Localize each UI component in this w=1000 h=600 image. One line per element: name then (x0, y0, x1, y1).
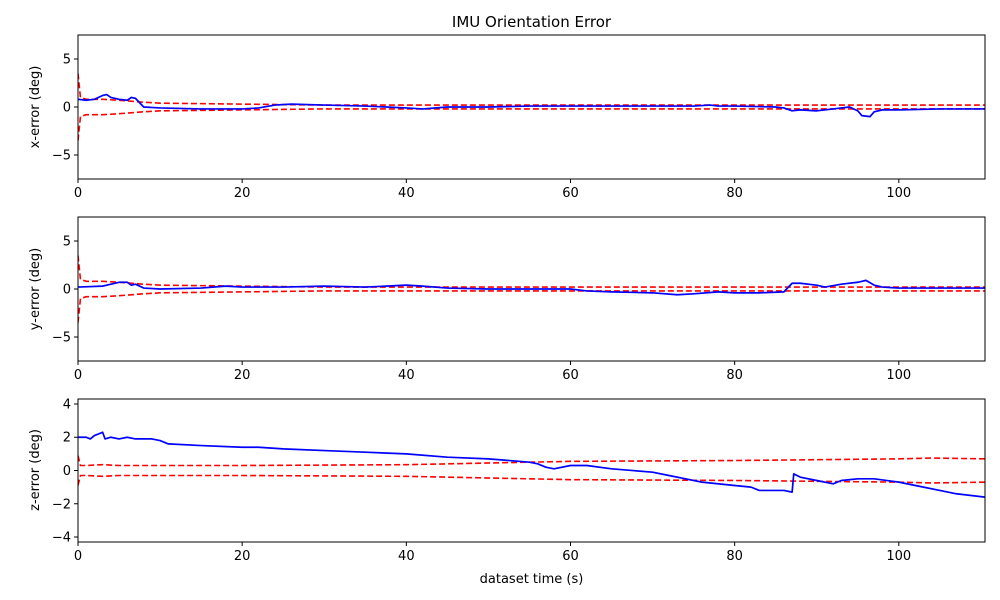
x-error-xtick-label: 40 (398, 186, 415, 201)
z-error-xtick-label: 100 (886, 549, 911, 564)
y-error-xtick-label: 0 (74, 368, 82, 383)
z-error-ytick-label: 0 (63, 464, 71, 479)
z-error-axes-frame (77, 398, 986, 543)
x-error-error-line (78, 93, 985, 118)
x-error-xtick-label: 20 (234, 186, 251, 201)
z-error-panel: z-error (deg) 0 20 40 60 80 100 −4 −2 0 2 4 (28, 397, 986, 564)
y-error-ytick-label: −5 (52, 331, 71, 346)
z-error-xtick-label: 20 (234, 549, 251, 564)
z-error-ytick-label: 2 (63, 431, 71, 446)
z-error-xtick-label: 40 (398, 549, 415, 564)
y-error-xtick-label: 80 (726, 368, 743, 383)
z-error-ytick-label: −4 (52, 531, 71, 546)
y-error-panel: y-error (deg) 0 20 40 60 80 100 −5 0 5 (28, 216, 986, 383)
z-error-lower-bound-line (78, 474, 985, 486)
y-error-lower-bound-line (78, 290, 985, 323)
y-error-ylabel: y-error (deg) (28, 248, 43, 330)
x-axis-label: dataset time (s) (480, 572, 584, 587)
x-error-series-group (78, 73, 985, 141)
y-error-ytick-label: 5 (63, 235, 71, 250)
y-error-series-group (78, 255, 985, 323)
x-error-ylabel: x-error (deg) (28, 66, 43, 149)
z-error-ylabel: z-error (deg) (28, 429, 43, 511)
y-error-upper-bound-line (78, 255, 985, 288)
y-error-xtick-label: 40 (398, 368, 415, 383)
z-error-xtick-label: 80 (726, 549, 743, 564)
z-error-xtick-label: 0 (74, 549, 82, 564)
x-error-upper-bound-line (78, 73, 985, 106)
y-error-error-line (78, 279, 985, 296)
z-error-series-group (78, 431, 985, 498)
x-error-ytick-label: 0 (63, 101, 71, 116)
x-error-ytick-label: −5 (52, 149, 71, 164)
x-error-lower-bound-line (78, 108, 985, 141)
y-error-xtick-label: 20 (234, 368, 251, 383)
x-error-ytick-label: 5 (63, 53, 71, 68)
y-error-ytick-label: 0 (63, 283, 71, 298)
x-error-xtick-label: 60 (562, 186, 579, 201)
y-error-xtick-label: 60 (562, 368, 579, 383)
x-error-panel: x-error (deg) 0 20 40 60 80 100 −5 0 5 (28, 34, 986, 201)
z-error-ytick-label: 4 (63, 397, 71, 412)
chart-title: IMU Orientation Error (452, 13, 612, 31)
y-error-xtick-label: 100 (886, 368, 911, 383)
z-error-xtick-label: 60 (562, 549, 579, 564)
z-error-error-line (78, 431, 985, 498)
x-error-xtick-label: 100 (886, 186, 911, 201)
x-error-xtick-label: 0 (74, 186, 82, 201)
z-error-upper-bound-line (78, 455, 985, 467)
z-error-ytick-label: −2 (52, 497, 71, 512)
x-error-xtick-label: 80 (726, 186, 743, 201)
